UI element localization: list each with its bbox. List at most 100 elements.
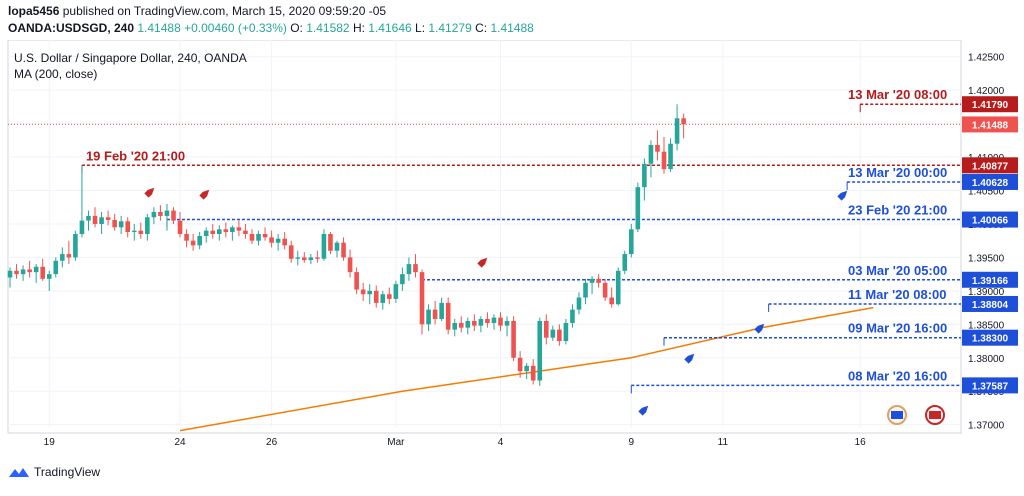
price-tag	[962, 271, 1018, 288]
price-tag	[962, 211, 1018, 228]
candle-body	[73, 234, 78, 258]
time-tick-label: 24	[174, 437, 186, 448]
candle-body	[661, 151, 667, 170]
candle-body	[354, 272, 359, 290]
candle-body	[269, 237, 274, 243]
time-axis[interactable]: 19 24 26 Mar 4 9 11 16	[44, 437, 867, 448]
price-tag-label: 1.40877	[972, 161, 1009, 172]
level-label: 09 Mar '20 16:00	[848, 321, 947, 336]
close-value: 1.41488	[490, 21, 534, 35]
candle-body	[622, 254, 628, 271]
time-tick-label: 11	[718, 437, 729, 448]
brand-name[interactable]: TradingView	[34, 465, 101, 479]
candle-body	[53, 260, 59, 275]
candle-body	[249, 234, 255, 241]
candle-body	[164, 210, 170, 216]
candle-body	[655, 145, 660, 152]
candle-body	[230, 227, 235, 232]
candle-body	[648, 145, 654, 164]
candle-body	[210, 230, 216, 234]
rocket-icon	[477, 257, 488, 268]
low-value: 1.41279	[428, 21, 472, 35]
candle-body	[341, 242, 346, 258]
price-tag-label: 1.40066	[972, 216, 1009, 227]
candle-body	[570, 309, 575, 323]
author-name[interactable]: lopa5456	[8, 4, 60, 18]
candle-body	[589, 278, 595, 283]
candle-body	[642, 163, 647, 188]
tradingview-logo-icon[interactable]	[8, 465, 30, 479]
candle-body	[275, 238, 281, 243]
candle-body	[550, 329, 556, 338]
candle-body	[256, 234, 261, 241]
candle-body	[452, 322, 458, 330]
price-tag-label: 1.37587	[972, 381, 1009, 392]
candle-body	[498, 317, 503, 326]
candle-body	[543, 320, 549, 338]
candle-body	[419, 272, 425, 325]
publish-info: lopa5456 published on TradingView.com, M…	[8, 4, 386, 18]
price-chart[interactable]: 1.425001.420001.415001.410001.405001.400…	[0, 39, 1024, 491]
candle-body	[537, 320, 543, 381]
candle-body	[99, 217, 104, 224]
price-tick-label: 1.39500	[968, 253, 1005, 264]
close-key: C:	[475, 21, 491, 35]
candle-body	[223, 229, 229, 232]
candle-body	[674, 118, 680, 144]
candle-body	[629, 229, 634, 255]
flag-icon[interactable]	[925, 405, 945, 425]
candles	[7, 104, 686, 386]
candle-body	[406, 264, 412, 275]
last-price: 1.41488	[137, 21, 181, 35]
level-label: 08 Mar '20 16:00	[848, 368, 947, 383]
candle-body	[46, 274, 52, 279]
candle-body	[445, 302, 451, 330]
candle-body	[262, 234, 268, 238]
flag-icon[interactable]	[887, 405, 907, 425]
candle-body	[171, 210, 176, 221]
time-tick-label: 16	[855, 437, 867, 448]
candle-body	[60, 254, 65, 261]
candle-body	[66, 254, 72, 258]
candle-body	[393, 284, 399, 299]
candle-body	[583, 282, 588, 298]
candle-body	[138, 230, 144, 234]
candle-body	[530, 365, 536, 381]
ma-200-line	[179, 306, 874, 432]
candle-body	[609, 297, 614, 305]
rocket-icon	[199, 189, 210, 200]
price-tag-label: 1.40628	[972, 178, 1009, 189]
candle-body	[282, 238, 287, 246]
candle-body	[491, 317, 497, 323]
candle-body	[465, 320, 471, 328]
price-tick-label: 1.39000	[968, 287, 1005, 298]
candle-body	[86, 215, 91, 221]
candle-body	[92, 215, 98, 224]
rocket-icon	[638, 405, 649, 416]
candle-body	[288, 245, 294, 259]
price-tag	[962, 329, 1018, 346]
price-tick-label: 1.42500	[968, 53, 1005, 64]
candle-body	[158, 211, 163, 216]
time-tick-label: 19	[44, 437, 56, 448]
candle-body	[668, 143, 673, 170]
publish-date: published on TradingView.com, March 15, …	[62, 4, 387, 18]
candle-body	[236, 227, 242, 231]
candle-body	[458, 322, 464, 328]
candle-body	[328, 234, 333, 251]
candle-body	[367, 290, 372, 295]
candle-body	[33, 266, 39, 273]
candle-body	[216, 229, 222, 234]
chart-area[interactable]: 1.425001.420001.415001.410001.405001.400…	[0, 39, 1024, 491]
candle-body	[635, 187, 641, 230]
candle-body	[112, 219, 117, 228]
candle-body	[563, 322, 569, 342]
time-tick-label: 4	[498, 437, 504, 448]
candle-body	[413, 264, 418, 273]
level-label: 23 Feb '20 21:00	[848, 203, 947, 218]
price-tick-label: 1.38500	[968, 320, 1005, 331]
candle-body	[145, 217, 150, 234]
price-tag-label: 1.38300	[972, 334, 1009, 345]
candle-body	[387, 294, 392, 299]
candle-body	[439, 302, 444, 319]
